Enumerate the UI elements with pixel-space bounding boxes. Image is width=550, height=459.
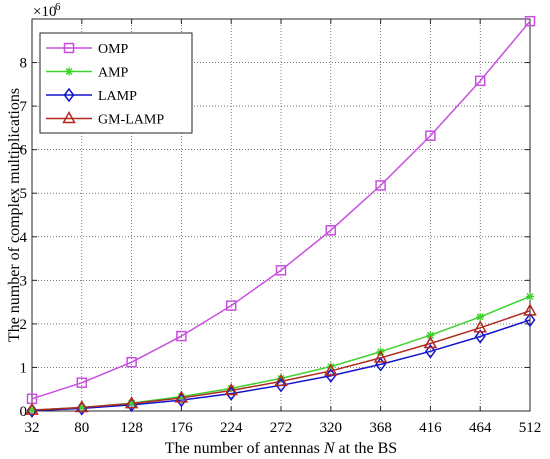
legend-box <box>39 32 193 134</box>
x-tick-label: 272 <box>270 420 293 436</box>
x-tick-label: 416 <box>419 420 442 436</box>
x-tick-label: 224 <box>220 420 243 436</box>
marker-omp <box>225 300 237 311</box>
series-markers <box>25 15 537 418</box>
marker-omp <box>325 224 337 236</box>
x-axis-label: The number of antennas N at the BS <box>165 440 397 457</box>
marker-gm-lamp <box>274 373 288 387</box>
marker-amp <box>526 292 534 301</box>
axis-ticks: 32 80 128 176 224 272 320 368 416 464 512 0 1 2 3 4 5 6 7 8 <box>20 19 542 436</box>
legend-label-gm-lamp: GM-LAMP <box>98 113 164 128</box>
y-axis-label: The number of complex multiplications <box>6 88 23 342</box>
legend-marker-omp <box>63 42 75 54</box>
x-tick-label: 32 <box>25 420 40 436</box>
y-tick-label: 1 <box>20 360 28 376</box>
marker-omp <box>524 15 536 27</box>
marker-gm-lamp <box>25 402 39 415</box>
x-tick-label: 464 <box>469 420 492 436</box>
marker-lamp <box>225 386 237 401</box>
y-tick-label: 2 <box>20 317 28 333</box>
x-tick-label: 176 <box>170 420 193 436</box>
marker-gm-lamp <box>324 363 338 376</box>
y-scale-base: ×10 <box>33 4 56 20</box>
marker-omp <box>375 180 386 191</box>
marker-omp <box>425 130 436 141</box>
y-tick-label: 7 <box>20 99 28 115</box>
x-tick-label: 512 <box>519 420 542 436</box>
y-tick-label: 8 <box>20 56 28 72</box>
marker-gm-lamp <box>523 303 537 316</box>
legend-marker-amp <box>65 67 73 76</box>
x-tick-label: 320 <box>320 420 343 436</box>
legend-marker-lamp <box>63 87 75 103</box>
marker-lamp <box>275 378 287 393</box>
legend-label-amp: AMP <box>98 66 129 81</box>
legend-label-lamp: LAMP <box>98 89 137 104</box>
grid <box>32 19 530 411</box>
marker-omp <box>474 75 486 87</box>
marker-lamp <box>325 368 337 383</box>
marker-gm-lamp <box>75 399 89 413</box>
y-tick-label: 3 <box>20 273 28 289</box>
marker-omp <box>126 356 137 368</box>
marker-lamp <box>474 329 486 344</box>
x-tick-label: 368 <box>369 420 392 436</box>
x-tick-label: 128 <box>120 420 143 436</box>
marker-gm-lamp <box>224 382 238 396</box>
marker-amp <box>426 331 435 340</box>
x-tick-label: 80 <box>74 420 89 436</box>
legend: OMP AMP LAMP GM-LAMP <box>39 32 193 134</box>
marker-gm-lamp <box>174 390 189 403</box>
marker-omp <box>275 265 287 276</box>
marker-gm-lamp <box>473 320 487 333</box>
marker-lamp <box>424 344 436 359</box>
marker-gm-lamp <box>423 335 438 349</box>
marker-amp <box>476 312 485 321</box>
y-tick-label: 5 <box>20 186 28 202</box>
marker-gm-lamp <box>373 350 388 363</box>
legend-marker-gm-lamp <box>62 110 76 124</box>
marker-gm-lamp <box>124 396 139 409</box>
marker-lamp <box>524 312 536 328</box>
y-tick-label: 0 <box>20 404 28 420</box>
x-axis-label-variable: N <box>323 440 336 457</box>
marker-omp <box>76 377 88 388</box>
series-line-omp <box>31 20 531 400</box>
legend-label-omp: OMP <box>98 42 129 57</box>
y-scale-exponent: 6 <box>55 1 61 13</box>
y-tick-label: 4 <box>20 230 28 246</box>
y-tick-label: 6 <box>20 143 28 159</box>
marker-omp <box>176 330 187 342</box>
